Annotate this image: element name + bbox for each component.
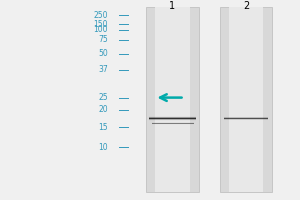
Text: 25: 25 — [98, 93, 108, 102]
Text: 50: 50 — [98, 49, 108, 58]
Text: 100: 100 — [94, 25, 108, 34]
Text: 1: 1 — [169, 1, 175, 11]
Text: 10: 10 — [98, 143, 108, 152]
Bar — [220, 7, 272, 192]
Bar — [155, 7, 190, 192]
Text: 75: 75 — [98, 35, 108, 44]
Text: 37: 37 — [98, 65, 108, 74]
Text: 15: 15 — [98, 123, 108, 132]
Text: 2: 2 — [243, 1, 249, 11]
Bar — [146, 7, 199, 192]
Text: 150: 150 — [94, 20, 108, 29]
Text: 20: 20 — [98, 105, 108, 114]
Text: 250: 250 — [94, 11, 108, 20]
Bar — [229, 7, 263, 192]
